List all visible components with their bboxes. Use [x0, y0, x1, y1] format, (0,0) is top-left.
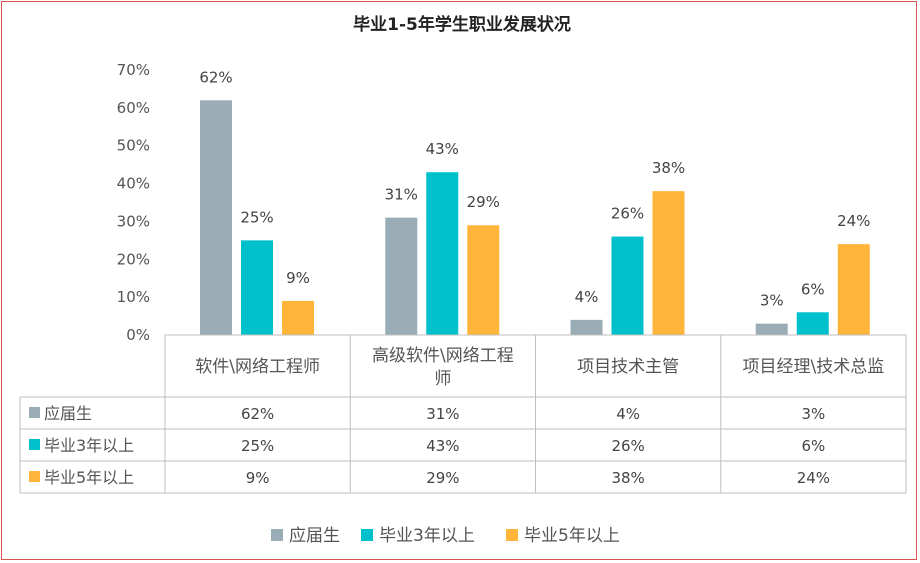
data-label: 24%: [837, 212, 870, 230]
bar: [755, 323, 788, 335]
y-tick-label: 30%: [117, 212, 150, 230]
bar: [241, 240, 273, 335]
category-label: 师: [434, 369, 451, 389]
legend: 应届生 毕业3年以上 毕业5年以上: [271, 526, 620, 546]
category-label: 高级软件\网络工程: [372, 346, 514, 366]
data-label: 6%: [801, 280, 825, 298]
table-cell: 43%: [426, 437, 459, 455]
bar: [282, 300, 314, 335]
category-label: 项目经理\技术总监: [743, 357, 885, 377]
table-cell: 29%: [426, 469, 459, 487]
category-label: 项目技术主管: [577, 357, 679, 377]
data-label: 29%: [467, 193, 500, 211]
table-row-label: 应届生: [44, 404, 92, 423]
legend-key: [506, 529, 518, 541]
data-label: 25%: [240, 208, 273, 226]
table-cell: 4%: [616, 405, 640, 423]
bar: [200, 100, 232, 336]
data-label: 38%: [652, 159, 685, 177]
data-label: 62%: [199, 68, 232, 86]
bars: [200, 100, 870, 336]
table-row-label: 毕业5年以上: [44, 468, 134, 487]
table-cell: 9%: [246, 469, 270, 487]
data-label: 3%: [760, 292, 784, 310]
table-cell: 62%: [241, 405, 274, 423]
bar: [385, 217, 418, 335]
legend-key: [271, 529, 283, 541]
data-label: 9%: [286, 269, 310, 287]
legend-label: 毕业5年以上: [524, 526, 620, 546]
table-cell: 6%: [801, 437, 825, 455]
y-tick-label: 0%: [126, 326, 150, 344]
y-tick-label: 10%: [117, 288, 150, 306]
bar: [652, 191, 685, 335]
table-cell: 25%: [241, 437, 274, 455]
category-label: 软件\网络工程师: [195, 357, 320, 377]
bar: [570, 319, 603, 335]
y-tick-label: 40%: [117, 175, 150, 193]
table-cell: 26%: [611, 437, 644, 455]
table-legend-key: [29, 407, 40, 418]
table-cell: 38%: [611, 469, 644, 487]
table-cell: 24%: [797, 469, 830, 487]
bar: [426, 172, 459, 335]
y-tick-label: 70%: [117, 61, 150, 79]
table-legend-key: [29, 471, 40, 482]
data-label: 43%: [426, 140, 459, 158]
legend-label: 应届生: [289, 526, 340, 546]
bar: [467, 225, 500, 335]
table-cell: 3%: [801, 405, 825, 423]
data-label: 31%: [385, 186, 418, 204]
bar: [611, 236, 644, 335]
bar: [837, 244, 870, 335]
data-label: 4%: [575, 288, 599, 306]
legend-key: [361, 529, 373, 541]
data-label: 26%: [611, 205, 644, 223]
y-axis: 0% 10% 20% 30% 40% 50% 60% 70%: [117, 61, 150, 344]
table-cell: 31%: [426, 405, 459, 423]
table-legend-key: [29, 439, 40, 450]
chart-title: 毕业1-5年学生职业发展状况: [353, 14, 571, 35]
y-tick-label: 20%: [117, 250, 150, 268]
legend-label: 毕业3年以上: [379, 526, 475, 546]
table-row-label: 毕业3年以上: [44, 436, 134, 455]
y-tick-label: 50%: [117, 137, 150, 155]
data-labels: 62% 25% 9% 31% 43% 29% 4% 26% 38% 3% 6% 24%: [199, 68, 870, 309]
y-tick-label: 60%: [117, 99, 150, 117]
bar: [796, 312, 829, 335]
